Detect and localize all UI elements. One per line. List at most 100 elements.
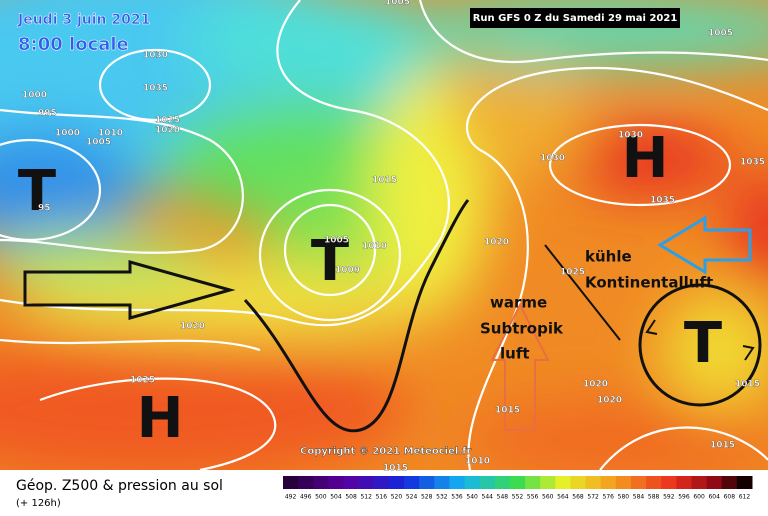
isobar-label: 95 (38, 204, 51, 214)
scale-label: 536 (451, 494, 463, 501)
isobar-label: 1030 (540, 154, 565, 164)
isobar-label: 1030 (618, 131, 643, 141)
isobar-label: 1020 (484, 238, 509, 248)
isobar-label: 1009 (335, 266, 360, 276)
run: Run GFS 0 Z du Samedi 29 mai 2021 (473, 13, 678, 24)
isobar-label: 1010 (362, 242, 387, 252)
pressure-system: T (684, 311, 722, 376)
scale-swatch (540, 476, 556, 489)
isobar-label: 1015 (383, 464, 408, 474)
scale-swatch (343, 476, 360, 489)
isobar-label: 1025 (560, 268, 585, 278)
scale-swatch (721, 476, 738, 489)
annotation: kühle (585, 248, 632, 266)
scale-swatch (328, 476, 345, 489)
isobar-label: 1030 (143, 51, 168, 61)
scale-swatch (313, 476, 329, 489)
scale-swatch (419, 476, 435, 489)
isobar-label: 1010 (98, 129, 123, 139)
scale-swatch (555, 476, 571, 489)
run-box (470, 8, 680, 28)
scale-label: 520 (391, 494, 403, 501)
scale-swatch (646, 476, 662, 489)
scale-swatch (283, 476, 299, 489)
scale-label: 516 (376, 494, 388, 501)
scale-label: 576 (603, 494, 615, 501)
scale-swatch (630, 476, 647, 489)
isobar-label: 1000 (55, 129, 80, 139)
scale-swatch (404, 476, 420, 489)
scale-swatch (525, 476, 541, 489)
scale-label: 572 (587, 494, 599, 501)
scale-swatch (298, 476, 314, 489)
scale-label: 552 (512, 494, 524, 501)
isobar-label: 1025 (155, 116, 180, 126)
scale-label: 544 (482, 494, 494, 501)
isobar-label: 995 (38, 109, 57, 119)
isobar-label: 1005 (324, 236, 349, 246)
scale-label: 532 (436, 494, 448, 501)
annotation: Subtropik (480, 320, 564, 338)
date: Jeudi 3 juin 2021 (17, 12, 150, 28)
scale-swatch (358, 476, 375, 489)
scale-swatch (706, 476, 723, 489)
isobar-label: 1020 (180, 322, 205, 332)
isobar-lines (0, 0, 768, 470)
scale-label: 564 (557, 494, 569, 501)
scale-label: 608 (724, 494, 736, 501)
annotation: luft (500, 345, 530, 363)
color-scale: 492 496 500 504 508 512 516 520 524 528 532 536 540 5… (283, 476, 753, 501)
time: 8:00 locale (18, 34, 129, 55)
scale-label: 560 (542, 494, 554, 501)
isobar-label: 1035 (740, 158, 765, 168)
isobar-label: 1025 (130, 376, 155, 386)
isobar-label: 1020 (597, 396, 622, 406)
scale-swatch (434, 476, 450, 489)
scale-label: 600 (693, 494, 705, 501)
scale-swatch (373, 476, 390, 489)
annotation: Kontinentalluft (585, 274, 713, 292)
isobar-label: 1020 (155, 126, 180, 136)
scale-swatch (736, 476, 753, 489)
annotation: warme (490, 294, 547, 312)
scale-swatch (494, 476, 511, 489)
pressure-system: T (18, 159, 56, 224)
scale-label: 508 (345, 494, 357, 501)
scale-label: 524 (406, 494, 418, 501)
scale-label: 584 (633, 494, 645, 501)
isobar-label: 1015 (735, 380, 760, 390)
isobar-label: 1015 (710, 441, 735, 451)
scale-label: 528 (421, 494, 433, 501)
scale-label: 588 (648, 494, 660, 501)
scale-swatch (585, 476, 602, 489)
scale-label: 580 (618, 494, 630, 501)
scale-swatch (691, 476, 708, 489)
isobar-label: 1035 (143, 84, 168, 94)
scale-label: 492 (285, 494, 297, 501)
isobar-label: 1005 (708, 29, 733, 39)
scale-swatch (600, 476, 617, 489)
pressure-system: H (137, 386, 184, 451)
scale-swatch (615, 476, 632, 489)
isobar-label: 1000 (22, 91, 47, 101)
scale-swatch (570, 476, 587, 489)
scale-swatch (479, 476, 496, 489)
scale-swatch (661, 476, 677, 489)
scale-label: 604 (708, 494, 720, 501)
pressure-system: H (622, 126, 669, 191)
scale-label: 540 (466, 494, 478, 501)
scale-label: 568 (572, 494, 584, 501)
cold-arrow (657, 215, 752, 275)
warm-arrow (490, 302, 550, 431)
scale-swatch (449, 476, 466, 489)
scale-label: 500 (315, 494, 327, 501)
footer-lead: (+ 126h) (16, 498, 61, 509)
isobar-label: 1015 (495, 406, 520, 416)
field (0, 0, 768, 470)
scale-label: 596 (678, 494, 690, 501)
scale-label: 512 (360, 494, 372, 501)
isobar-label: 1035 (650, 196, 675, 206)
pressure-system: T (311, 229, 349, 294)
